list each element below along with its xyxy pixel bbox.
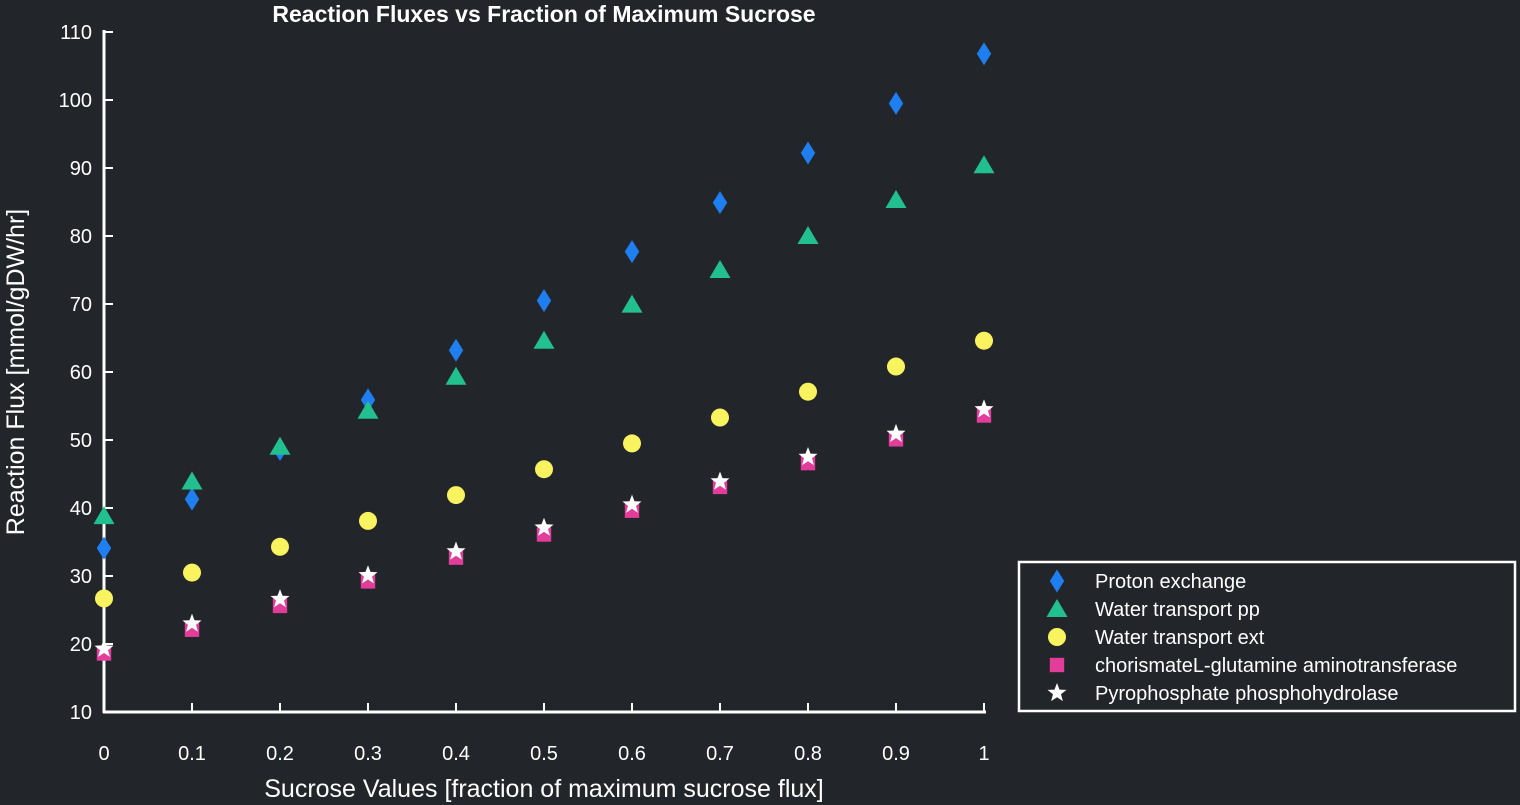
x-tick-label: 0.8 [794,743,822,765]
data-point [975,331,993,350]
legend-label: Water transport pp [1095,599,1260,621]
data-point [182,613,202,632]
data-point [624,240,640,264]
legend-label: Pyrophosphate phosphohydrolase [1095,683,1399,705]
x-tick-label: 0.4 [442,743,470,765]
series-4 [94,399,994,657]
data-point [94,638,114,657]
y-tick-label: 70 [70,294,92,316]
data-point [709,260,731,278]
x-tick-label: 0.3 [354,743,382,765]
data-point [536,289,552,313]
data-point [797,226,819,244]
data-point [183,563,201,582]
x-tick-label: 1 [978,743,989,765]
data-point [445,366,467,385]
y-tick-label: 100 [59,90,92,112]
data-point [976,42,992,66]
data-point [888,91,904,115]
data-point [184,487,200,511]
data-point [800,141,816,165]
y-tick-label: 40 [70,498,92,520]
data-point [448,338,464,362]
legend-label: chorismateL-glutamine aminotransferase [1095,655,1457,677]
x-tick-label: 0.5 [530,743,558,765]
y-axis-title: Reaction Flux [mmol/gDW/hr] [2,209,30,535]
data-point [623,434,641,453]
x-tick-label: 0.2 [266,743,294,765]
y-tick-label: 60 [70,362,92,384]
legend-marker [1047,683,1067,702]
y-tick-label: 50 [70,430,92,452]
series-2 [95,331,993,608]
data-point [621,294,643,313]
data-point [534,517,554,536]
data-point [711,408,729,427]
data-point [974,399,994,418]
data-point [271,537,289,556]
legend-marker [1049,569,1065,593]
y-tick-label: 80 [70,226,92,248]
data-point [93,506,115,525]
data-point [533,330,555,349]
data-point [270,589,290,608]
series-3 [96,408,992,661]
y-tick-label: 90 [70,158,92,180]
data-point [358,565,378,584]
x-axis-title: Sucrose Values [fraction of maximum sucr… [264,775,823,803]
legend-label: Proton exchange [1095,571,1246,593]
data-point [269,436,291,455]
x-tick-label: 0.1 [178,743,206,765]
legend: Proton exchange Water transport pp Water t… [1017,560,1517,713]
x-axis: 0 0.1 0.2 0.3 0.4 0.5 0.6 0.7 0.8 0.9 1 [98,703,990,765]
y-tick-label: 110 [60,22,92,44]
data-point [712,191,728,215]
data-point [357,400,379,419]
series-0 [96,42,992,560]
data-point [535,460,553,479]
y-tick-label: 10 [70,702,92,724]
legend-box [1017,560,1517,713]
data-point [447,486,465,505]
data-point [622,494,642,513]
data-point [446,541,466,560]
data-point [973,155,995,174]
data-point [799,382,817,401]
data-point [359,511,377,530]
legend-label: Water transport ext [1095,627,1265,649]
x-tick-label: 0 [98,743,109,765]
x-tick-label: 0.7 [706,743,734,765]
x-tick-label: 0.9 [882,743,910,765]
data-point [798,447,818,466]
y-tick-label: 30 [70,566,92,588]
chart-title: Reaction Fluxes vs Fraction of Maximum S… [272,1,815,27]
legend-marker [1046,599,1068,617]
data-point [360,388,376,412]
y-axis: 10 20 30 40 50 60 70 80 90 100 110 [59,22,113,724]
data-point [181,471,203,490]
x-tick-label: 0.6 [618,743,646,765]
series-1 [93,155,995,525]
data-point [96,536,112,560]
data-point [95,589,113,608]
data-point [887,357,905,376]
data-point [886,423,906,442]
data-point [885,189,907,208]
data-point [710,471,730,490]
data-points [93,42,995,661]
legend-marker [1048,628,1066,646]
legend-marker [1049,657,1065,673]
y-tick-label: 20 [70,634,92,656]
